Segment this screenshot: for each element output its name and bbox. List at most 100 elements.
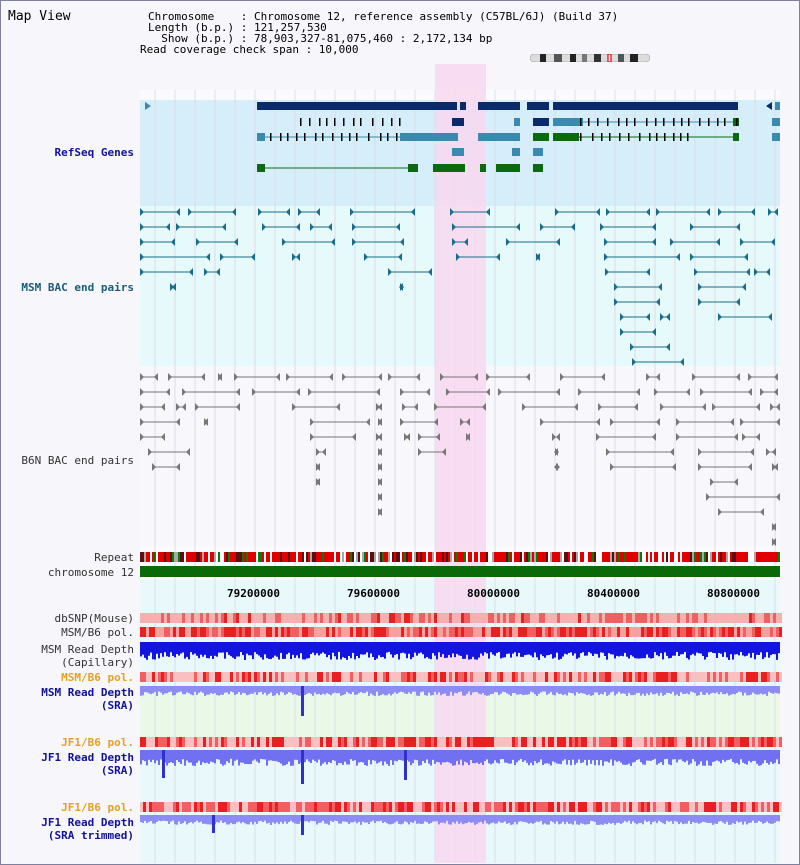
- track-label-repeat[interactable]: Repeat: [94, 551, 134, 564]
- msm-sra-depth-bar: [472, 686, 474, 693]
- track-label-msm-depth-sra[interactable]: MSM Read Depth (SRA): [8, 686, 134, 712]
- track-label-msm-depth-capillary[interactable]: MSM Read Depth (Capillary): [8, 643, 134, 669]
- msm-pol-cell: [209, 627, 212, 637]
- jf1-trim-depth-bar: [356, 815, 358, 824]
- msm-sra-depth-bar: [532, 686, 534, 693]
- track-label-jf1-depth-trimmed[interactable]: JF1 Read Depth (SRA trimmed): [8, 816, 134, 842]
- dbsnp-cell: [674, 613, 677, 623]
- msm-pol-cell: [425, 627, 428, 637]
- msm-capillary-depth-bar: [166, 642, 168, 657]
- jf1-sra-depth-bar: [610, 750, 612, 760]
- msm-pol-cell: [389, 627, 392, 637]
- jf1-sra-depth-bar: [608, 750, 610, 763]
- jf1-pol-cell: [713, 737, 716, 747]
- msm-capillary-depth-bar: [336, 642, 338, 660]
- dbsnp-cell: [488, 613, 491, 623]
- bac-end-marker: [578, 388, 582, 396]
- jf1-sra-depth-bar: [160, 750, 162, 760]
- jf1-sra-depth-bar: [656, 750, 658, 765]
- b6n-bac-end-pairs[interactable]: [140, 373, 780, 546]
- msm-capillary-depth-bar: [456, 642, 458, 654]
- track-label-b6n-bac[interactable]: B6N BAC end pairs: [21, 454, 134, 467]
- track-label-chromosome[interactable]: chromosome 12: [47, 566, 134, 579]
- jf1-pol-cell: [257, 737, 260, 747]
- track-label-jf1-b6-pol-1[interactable]: JF1/B6 pol.: [61, 736, 134, 749]
- jf1-trim-depth-bar: [206, 815, 208, 825]
- jf1-sra-depth-bar: [628, 750, 630, 764]
- jf1-sra-depth-bar: [326, 750, 328, 765]
- msm-capillary-depth-bar: [484, 642, 486, 653]
- msm-capillary-depth-bar: [362, 642, 364, 655]
- jf1-trim-depth-bar: [616, 815, 618, 823]
- msm-sra-depth-bar: [446, 686, 448, 696]
- msm-sra-depth-bar: [166, 686, 168, 694]
- jf1-sra-depth-bar: [518, 750, 520, 761]
- msm-sra-depth-bar: [634, 686, 636, 695]
- msm-bac-end-pairs[interactable]: [140, 208, 778, 366]
- msm-pol2-cell: [254, 672, 257, 682]
- msm-pol2-cell: [464, 672, 467, 682]
- track-label-dbsnp[interactable]: dbSNP(Mouse): [54, 612, 134, 625]
- msm-sra-depth-bar: [656, 686, 658, 694]
- msm-sra-depth-bar: [606, 686, 608, 696]
- msm-capillary-depth-bar: [652, 642, 654, 659]
- jf1-pol-cell: [542, 737, 545, 747]
- jf1-sra-depth-bar: [346, 750, 348, 765]
- highlight-region[interactable]: [435, 64, 486, 863]
- jf1-trim-depth-bar: [146, 815, 148, 824]
- track-label-msm-b6-pol-2[interactable]: MSM/B6 pol.: [61, 671, 134, 684]
- jf1-sra-depth-bar: [484, 750, 486, 761]
- jf1-pol-cell: [170, 737, 173, 747]
- repeat-segment: [736, 552, 738, 562]
- track-label-jf1-depth-sra[interactable]: JF1 Read Depth (SRA): [8, 751, 134, 777]
- msm-pol2-cell: [224, 672, 227, 682]
- jf1-sra-depth-bar: [298, 750, 300, 764]
- jf1-pol2-cell: [686, 802, 689, 812]
- track-label-msm-b6-pol-1[interactable]: MSM/B6 pol.: [61, 626, 134, 639]
- msm-pol2-cell: [656, 672, 659, 682]
- msm-pol2-cell: [338, 672, 341, 682]
- msm-sra-depth-bar: [140, 686, 142, 696]
- track-label-jf1-b6-pol-2[interactable]: JF1/B6 pol.: [61, 801, 134, 814]
- repeat-segment: [656, 552, 658, 562]
- chromosome-bar[interactable]: [140, 566, 780, 577]
- refseq-genes[interactable]: [145, 102, 780, 172]
- jf1-sra-depth-bar: [374, 750, 376, 761]
- msm-pol2-cell: [200, 672, 203, 682]
- repeat-segment: [580, 552, 582, 562]
- repeat-segment: [380, 552, 382, 562]
- polymorphism-tracks[interactable]: [140, 613, 782, 812]
- track-label-msm-bac[interactable]: MSM BAC end pairs: [21, 281, 134, 294]
- read-depth-tracks[interactable]: [140, 642, 780, 835]
- exon-tick: [663, 118, 665, 126]
- msm-sra-depth-bar: [668, 686, 670, 693]
- exon-tick: [300, 118, 302, 126]
- bac-end-marker: [660, 313, 664, 321]
- msm-sra-depth-bar: [282, 686, 284, 693]
- jf1-trim-depth-bar: [372, 815, 374, 821]
- track-label-refseq[interactable]: RefSeq Genes: [54, 146, 134, 159]
- jf1-trim-depth-bar: [706, 815, 708, 823]
- msm-capillary-depth-bar: [632, 642, 634, 657]
- msm-pol-cell: [227, 627, 230, 637]
- jf1-pol-cell: [716, 737, 719, 747]
- msm-sra-depth-bar: [706, 686, 708, 693]
- msm-sra-depth-bar: [638, 686, 640, 693]
- msm-sra-depth-bar: [420, 686, 422, 693]
- bac-end-marker: [555, 208, 559, 216]
- msm-pol-cell: [386, 627, 389, 637]
- repeat-segment: [246, 552, 248, 562]
- msm-capillary-depth-bar: [554, 642, 556, 658]
- chromosome-ideogram[interactable]: [530, 54, 650, 62]
- msm-capillary-depth-bar: [342, 642, 344, 658]
- repeat-track[interactable]: [140, 552, 780, 562]
- jf1-pol2-cell: [674, 802, 677, 812]
- msm-sra-depth-bar: [296, 686, 298, 696]
- bac-end-marker: [282, 238, 286, 246]
- msm-capillary-depth-bar: [312, 642, 314, 653]
- repeat-segment: [650, 552, 652, 562]
- jf1-pol-cell: [227, 737, 230, 747]
- msm-capillary-depth-bar: [664, 642, 666, 653]
- msm-sra-depth-bar: [156, 686, 158, 696]
